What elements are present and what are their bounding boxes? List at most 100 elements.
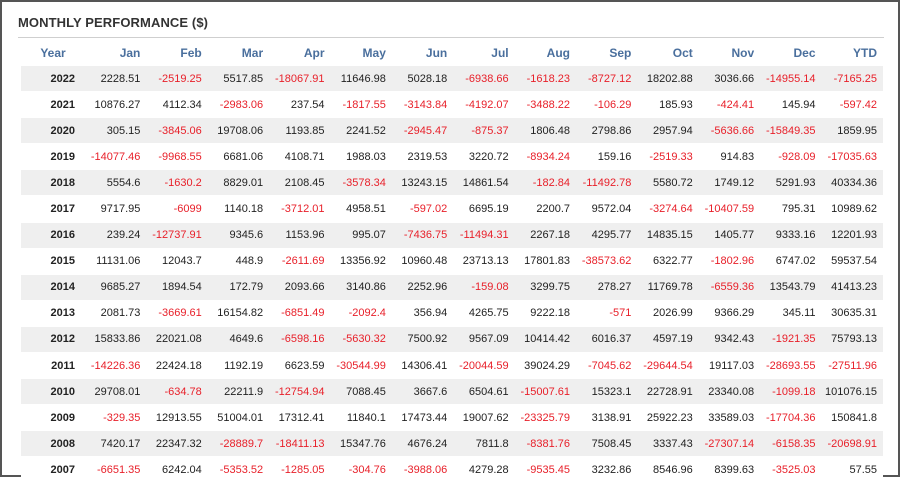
cell-dec: -6158.35	[760, 430, 822, 458]
cell-aug: -3488.22	[514, 91, 576, 119]
cell-jan: -329.35	[85, 404, 147, 432]
cell-jun: 10960.48	[391, 248, 454, 275]
row-year: 2022	[21, 66, 85, 93]
cell-jan: 305.15	[85, 117, 147, 145]
cell-feb: 22424.18	[146, 352, 208, 380]
cell-sep: -7045.62	[576, 352, 638, 380]
cell-apr: 6623.59	[269, 352, 331, 380]
cell-feb: -12737.91	[146, 222, 208, 249]
cell-dec: -28693.55	[760, 352, 822, 380]
cell-dec: 6747.02	[760, 248, 822, 275]
column-header-may: May	[330, 39, 392, 66]
cell-jun: 5028.18	[391, 66, 454, 93]
cell-feb: -9968.55	[146, 143, 208, 171]
column-header-aug: Aug	[514, 39, 576, 66]
cell-oct: 25922.23	[637, 404, 699, 432]
cell-nov: 1749.12	[698, 169, 761, 197]
cell-mar: 19708.06	[207, 117, 270, 145]
cell-aug: -8381.76	[514, 430, 576, 458]
cell-apr: 237.54	[269, 91, 331, 119]
cell-jul: 14861.54	[453, 169, 515, 197]
cell-jun: 356.94	[391, 300, 454, 327]
cell-mar: 8829.01	[207, 169, 270, 197]
cell-jun: 13243.15	[391, 169, 454, 197]
cell-jan: -6651.35	[85, 456, 147, 484]
cell-may: 15347.76	[330, 430, 392, 458]
cell-jan: 9717.95	[85, 195, 147, 223]
cell-jul: 6504.61	[453, 378, 515, 406]
cell-mar: 172.79	[207, 274, 270, 301]
cell-mar: 4649.6	[207, 326, 270, 354]
cell-feb: 12043.7	[146, 248, 208, 275]
cell-nov: -1802.96	[698, 248, 761, 275]
cell-dec: -15849.35	[760, 117, 822, 145]
cell-aug: -15007.61	[514, 378, 576, 406]
cell-ytd: 1859.95	[821, 117, 883, 145]
cell-jan: 15833.86	[85, 326, 147, 354]
table-row: 2013 2081.73 -3669.61 16154.82 -6851.49 -2092…	[21, 300, 883, 327]
cell-dec: -14955.14	[760, 66, 822, 93]
cell-jan: 2081.73	[85, 300, 147, 327]
cell-aug: -23325.79	[514, 404, 576, 432]
table-row: 2019 -14077.46 -9968.55 6681.06 4108.71 1988.…	[21, 143, 883, 171]
cell-feb: 1894.54	[146, 274, 208, 301]
cell-nov: 9366.29	[698, 300, 761, 327]
cell-aug: -182.84	[514, 169, 576, 197]
cell-apr: -18067.91	[269, 66, 331, 93]
table-row: 2016 239.24 -12737.91 9345.6 1153.96 995.07 -7…	[21, 222, 883, 249]
row-year: 2021	[21, 91, 85, 119]
cell-sep: -106.29	[576, 91, 638, 119]
cell-jun: 2319.53	[391, 143, 454, 171]
cell-sep: -571	[576, 300, 638, 327]
table-row: 2021 10876.27 4112.34 -2983.06 237.54 -1817.5…	[21, 91, 883, 119]
cell-nov: -27307.14	[698, 430, 761, 458]
cell-sep: 3138.91	[576, 404, 638, 432]
cell-apr: -1285.05	[269, 456, 331, 484]
table-row: 2007 -6651.35 6242.04 -5353.52 -1285.05 -304.…	[21, 456, 883, 484]
cell-may: 4958.51	[330, 195, 392, 223]
cell-apr: 4108.71	[269, 143, 331, 171]
cell-sep: 9572.04	[576, 195, 638, 223]
cell-oct: 18202.88	[637, 66, 699, 93]
cell-jul: 19007.62	[453, 404, 515, 432]
column-header-jun: Jun	[391, 39, 454, 66]
cell-jul: 23713.13	[453, 248, 515, 275]
cell-may: 11646.98	[330, 66, 392, 93]
cell-apr: -2611.69	[269, 248, 331, 275]
cell-mar: 16154.82	[207, 300, 270, 327]
cell-nov: 23340.08	[698, 378, 761, 406]
cell-feb: -2519.25	[146, 66, 208, 93]
row-year: 2019	[21, 143, 85, 171]
row-year: 2011	[21, 352, 85, 380]
row-year: 2015	[21, 248, 85, 275]
row-year: 2018	[21, 169, 85, 197]
cell-mar: 51004.01	[207, 404, 270, 432]
cell-apr: -18411.13	[269, 430, 331, 458]
cell-aug: 2200.7	[514, 195, 576, 223]
cell-sep: 6016.37	[576, 326, 638, 354]
row-year: 2014	[21, 274, 85, 301]
cell-oct: -29644.54	[637, 352, 699, 380]
cell-may: -1817.55	[330, 91, 392, 119]
monthly-performance-table: Year Jan Feb Mar Apr May Jun Jul Aug Sep Oct Nov Dec…	[21, 39, 883, 484]
cell-feb: -3845.06	[146, 117, 208, 145]
cell-apr: 1193.85	[269, 117, 331, 145]
cell-nov: -6559.36	[698, 274, 761, 301]
cell-mar: 448.9	[207, 248, 270, 275]
table-row: 2008 7420.17 22347.32 -28889.7 -18411.13 1534…	[21, 430, 883, 458]
table-body: 2022 2228.51 -2519.25 5517.85 -18067.91 11646…	[21, 66, 883, 484]
table-row: 2017 9717.95 -6099 1140.18 -3712.01 4958.51 -5…	[21, 195, 883, 223]
cell-may: 11840.1	[330, 404, 392, 432]
cell-apr: -3712.01	[269, 195, 331, 223]
cell-sep: 15323.1	[576, 378, 638, 406]
cell-jun: 14306.41	[391, 352, 454, 380]
cell-jun: -3143.84	[391, 91, 454, 119]
cell-oct: 4597.19	[637, 326, 699, 354]
cell-nov: 3036.66	[698, 66, 761, 93]
cell-aug: -1618.23	[514, 66, 576, 93]
cell-may: -304.76	[330, 456, 392, 484]
cell-oct: 22728.91	[637, 378, 699, 406]
cell-may: 2241.52	[330, 117, 392, 145]
cell-jun: -2945.47	[391, 117, 454, 145]
